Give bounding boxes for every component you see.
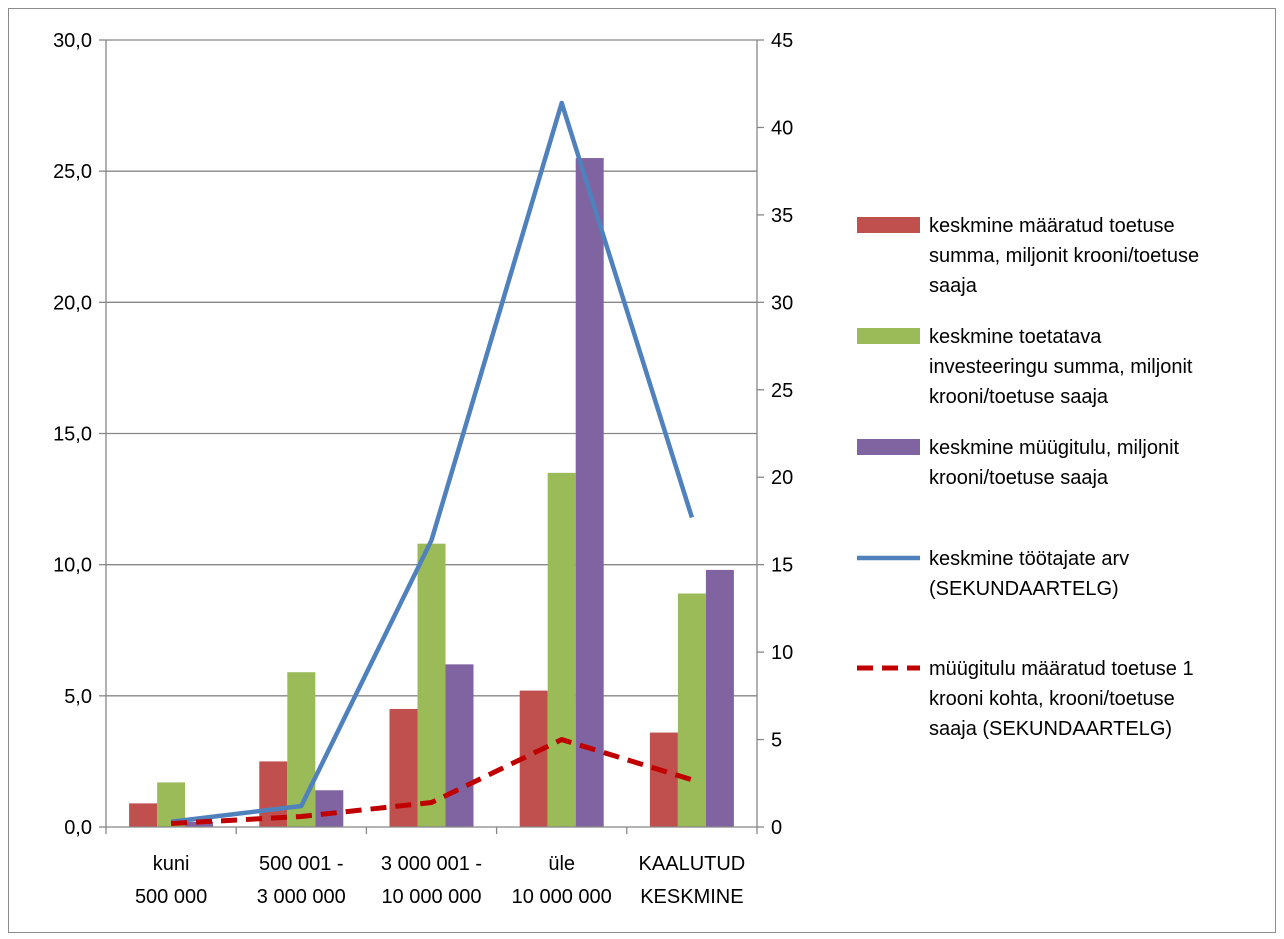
y-tick-label: 20,0 (53, 292, 92, 314)
legend-label: keskmine töötajate arv (929, 548, 1129, 570)
y-tick-label: 0,0 (64, 817, 92, 839)
legend-label: keskmine määratud toetuse (929, 215, 1175, 237)
series-line (170, 737, 693, 826)
y-tick-label: 10,0 (53, 555, 92, 577)
y2-tick-label: 40 (771, 117, 793, 139)
y2-tick-label: 35 (771, 205, 793, 227)
y-tick-label: 25,0 (53, 161, 92, 183)
legend-label: saaja (SEKUNDAARTELG) (929, 718, 1172, 740)
legend-label: krooni/toetuse saaja (929, 386, 1109, 408)
legend-swatch (857, 439, 920, 455)
x-tick-label: 3 000 000 (257, 886, 346, 908)
legend-swatch (857, 328, 920, 344)
series-line (170, 100, 695, 824)
bar (389, 708, 418, 827)
x-tick-label: 500 001 - (259, 853, 344, 875)
y-tick-label: 15,0 (53, 424, 92, 446)
y-tick-label: 30,0 (53, 30, 92, 52)
bar (575, 158, 604, 828)
legend-label: krooni kohta, krooni/toetuse (929, 688, 1175, 710)
x-tick-label: KESKMINE (640, 886, 743, 908)
y2-tick-label: 30 (771, 292, 793, 314)
legend-label: (SEKUNDAARTELG) (929, 578, 1119, 600)
legend-label: krooni/toetuse saaja (929, 467, 1109, 489)
y2-tick-label: 5 (771, 730, 782, 752)
bar (129, 803, 158, 827)
y2-tick-label: 15 (771, 555, 793, 577)
bar (315, 790, 344, 827)
legend-label: summa, miljonit krooni/toetuse (929, 245, 1199, 267)
bar (417, 543, 446, 827)
legend-label: saaja (929, 275, 978, 297)
x-tick-label: kuni (153, 853, 190, 875)
bar (445, 664, 474, 827)
legend-label: keskmine müügitulu, miljonit (929, 437, 1180, 459)
y2-tick-label: 45 (771, 30, 793, 52)
chart-frame (8, 8, 1276, 933)
y2-tick-label: 20 (771, 467, 793, 489)
bar (677, 593, 706, 827)
y2-tick-label: 25 (771, 380, 793, 402)
y2-tick-label: 10 (771, 642, 793, 664)
legend-label: keskmine toetatava (929, 326, 1102, 348)
legend-swatch (857, 217, 920, 233)
bar (547, 472, 576, 827)
bar (649, 732, 678, 827)
x-tick-label: 500 000 (135, 886, 207, 908)
x-tick-label: 10 000 000 (512, 886, 612, 908)
bar (705, 569, 734, 827)
y-tick-label: 5,0 (64, 686, 92, 708)
x-tick-label: üle (548, 853, 575, 875)
legend-label: investeeringu summa, miljonit (929, 356, 1193, 378)
x-tick-label: KAALUTUD (639, 853, 746, 875)
y2-tick-label: 0 (771, 817, 782, 839)
x-tick-label: 3 000 001 - (381, 853, 482, 875)
legend-label: müügitulu määratud toetuse 1 (929, 658, 1194, 680)
x-tick-label: 10 000 000 (381, 886, 481, 908)
